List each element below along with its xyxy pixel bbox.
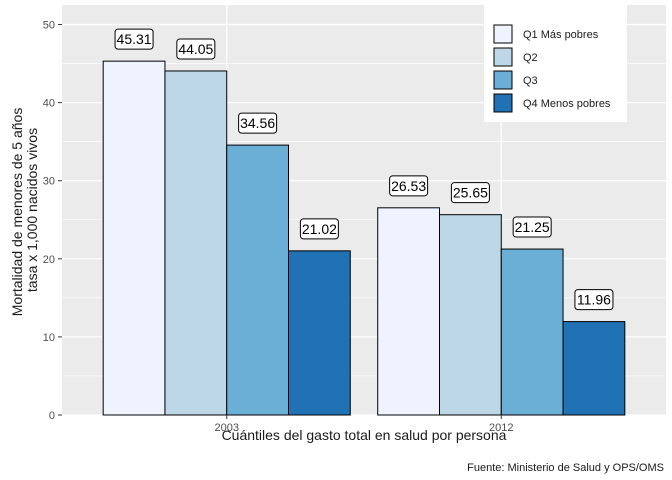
data-label: 21.02 [302,221,337,237]
y-axis-title-line-2: tasa x 1,000 nacidos vivos [24,128,40,292]
y-axis-title: Mortalidad de menores de 5 años tasa x 1… [9,104,40,316]
y-tick-label: 50 [43,20,55,32]
bar [226,144,290,416]
y-tick-label: 30 [43,176,55,188]
y-tick-label: 20 [43,254,55,266]
legend: Q1 Más pobres Q2 Q3 Q4 Menos pobres [484,5,627,122]
bar [500,248,564,416]
legend-key [493,70,513,90]
data-label-box [512,216,552,238]
y-axis: 0 10 20 30 40 50 [43,20,62,422]
data-label: 45.31 [117,31,152,47]
data-label-box [176,38,216,60]
legend-label: Q2 [523,52,538,64]
bar [102,60,166,416]
data-label: 44.05 [178,41,213,57]
legend-key [493,24,513,44]
data-label-box [450,182,490,204]
bars-group [102,60,626,416]
x-tick-label: 2003 [214,422,238,434]
legend-key [493,93,513,113]
y-axis-title-line-1: Mortalidad de menores de 5 años [9,108,25,317]
data-label-box [389,175,429,197]
data-labels-group: 45.31 44.05 34.56 21.02 26.53 25.65 21.25 11.96 [114,28,614,311]
legend-label: Q3 [523,75,538,87]
data-label-box [299,218,339,240]
y-tick-label: 40 [43,98,55,110]
source-caption: Fuente: Ministerio de Salud y OPS/OMS [467,462,664,474]
y-tick-label: 0 [49,410,55,422]
y-tick-label: 10 [43,332,55,344]
bar [164,70,228,416]
x-axis-title: Cuántiles del gasto total en salud por p… [222,427,507,443]
data-label: 26.53 [391,178,426,194]
legend-label: Q4 Menos pobres [523,98,611,110]
data-label-box [574,289,614,311]
data-label: 21.25 [515,219,550,235]
x-axis: 2003 2012 [214,415,514,434]
legend-key [493,47,513,67]
bar [377,207,440,416]
legend-label: Q1 Más pobres [523,29,599,41]
data-label: 34.56 [240,115,275,131]
x-tick-label: 2012 [489,422,513,434]
bar [439,214,502,416]
data-label-box [114,28,154,50]
data-label: 11.96 [577,292,611,308]
bar [288,250,351,416]
data-label: 25.65 [453,185,488,201]
bar [562,321,626,416]
data-label-box [238,112,278,134]
